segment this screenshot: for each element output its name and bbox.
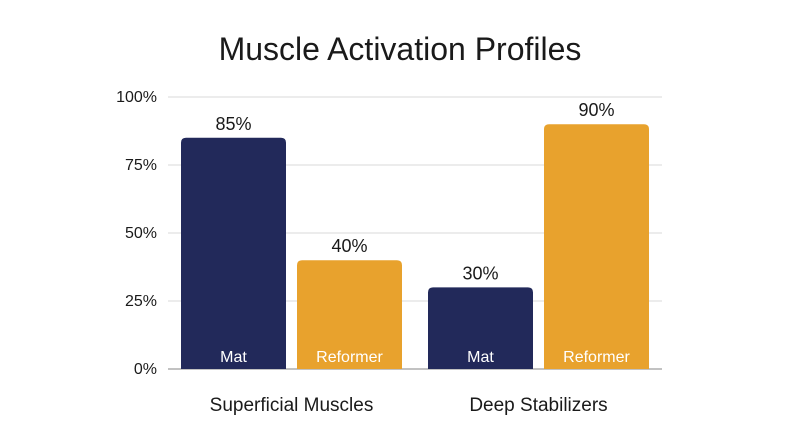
y-tick-label: 50% — [125, 225, 157, 242]
bar-series-label: Mat — [467, 349, 494, 366]
bar-value-label: 85% — [215, 114, 251, 134]
x-category-label: Superficial Muscles — [210, 395, 374, 416]
y-tick-label: 25% — [125, 293, 157, 310]
y-tick-label: 75% — [125, 157, 157, 174]
bars — [181, 124, 649, 369]
bar-value-label: 30% — [462, 263, 498, 283]
bar-mat-0 — [181, 137, 286, 369]
x-axis-categories: Superficial Muscles Deep Stabilizers — [210, 395, 608, 416]
chart-title: Muscle Activation Profiles — [219, 31, 582, 67]
y-tick-label: 0% — [134, 361, 157, 378]
bar-value-label: 40% — [331, 236, 367, 256]
bar-reformer-0 — [297, 260, 402, 369]
bar-value-label: 90% — [578, 100, 614, 120]
bar-series-label: Mat — [220, 349, 247, 366]
bar-reformer-1 — [544, 124, 649, 369]
x-category-label: Deep Stabilizers — [469, 395, 607, 416]
bar-labels: 85% Mat 40% Reformer 30% Mat 90% Reformer — [215, 100, 630, 366]
bar-series-label: Reformer — [316, 349, 383, 366]
y-tick-label: 100% — [116, 89, 157, 106]
bar-mat-1 — [428, 287, 533, 369]
y-axis-ticks: 0% 25% 50% 75% 100% — [116, 89, 157, 378]
bar-series-label: Reformer — [563, 349, 630, 366]
